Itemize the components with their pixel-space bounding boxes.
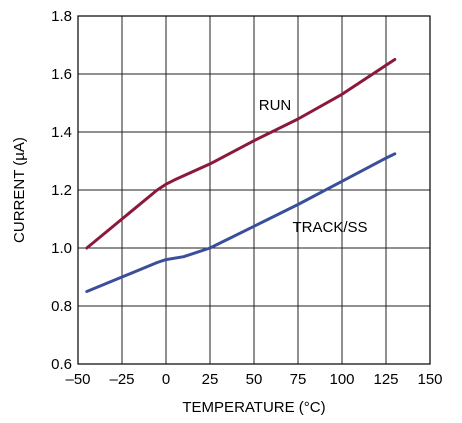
y-axis-title: CURRENT (µA) (11, 137, 28, 243)
x-tick-label: 150 (417, 371, 442, 388)
y-tick-label: 1.4 (51, 124, 72, 141)
x-tick-label: 0 (162, 371, 170, 388)
y-axis-ticks: 0.6 0.8 1.0 1.2 1.4 1.6 1.8 (51, 8, 72, 373)
x-axis-title: TEMPERATURE (°C) (182, 399, 325, 416)
grid (78, 16, 430, 364)
series-lines (85, 58, 397, 293)
series-line-run (85, 58, 397, 250)
y-tick-label: 0.8 (51, 298, 72, 315)
x-tick-label: –25 (109, 371, 134, 388)
plot-frame (77, 15, 431, 365)
x-tick-label: 50 (246, 371, 263, 388)
series-label-track-ss: TRACK/SS (292, 219, 367, 236)
y-tick-label: 0.6 (51, 356, 72, 373)
y-tick-label: 1.2 (51, 182, 72, 199)
y-tick-label: 1.8 (51, 8, 72, 25)
series-labels: RUN TRACK/SS (259, 97, 368, 236)
x-tick-label: 25 (202, 371, 219, 388)
x-axis-ticks: –50 –25 0 25 50 75 100 125 150 (65, 371, 442, 388)
x-tick-label: 75 (290, 371, 307, 388)
series-line-track-ss (85, 152, 397, 293)
x-tick-label: 100 (329, 371, 354, 388)
x-tick-label: –50 (65, 371, 90, 388)
y-tick-label: 1.0 (51, 240, 72, 257)
series-label-run: RUN (259, 97, 292, 114)
x-tick-label: 125 (373, 371, 398, 388)
y-tick-label: 1.6 (51, 66, 72, 83)
